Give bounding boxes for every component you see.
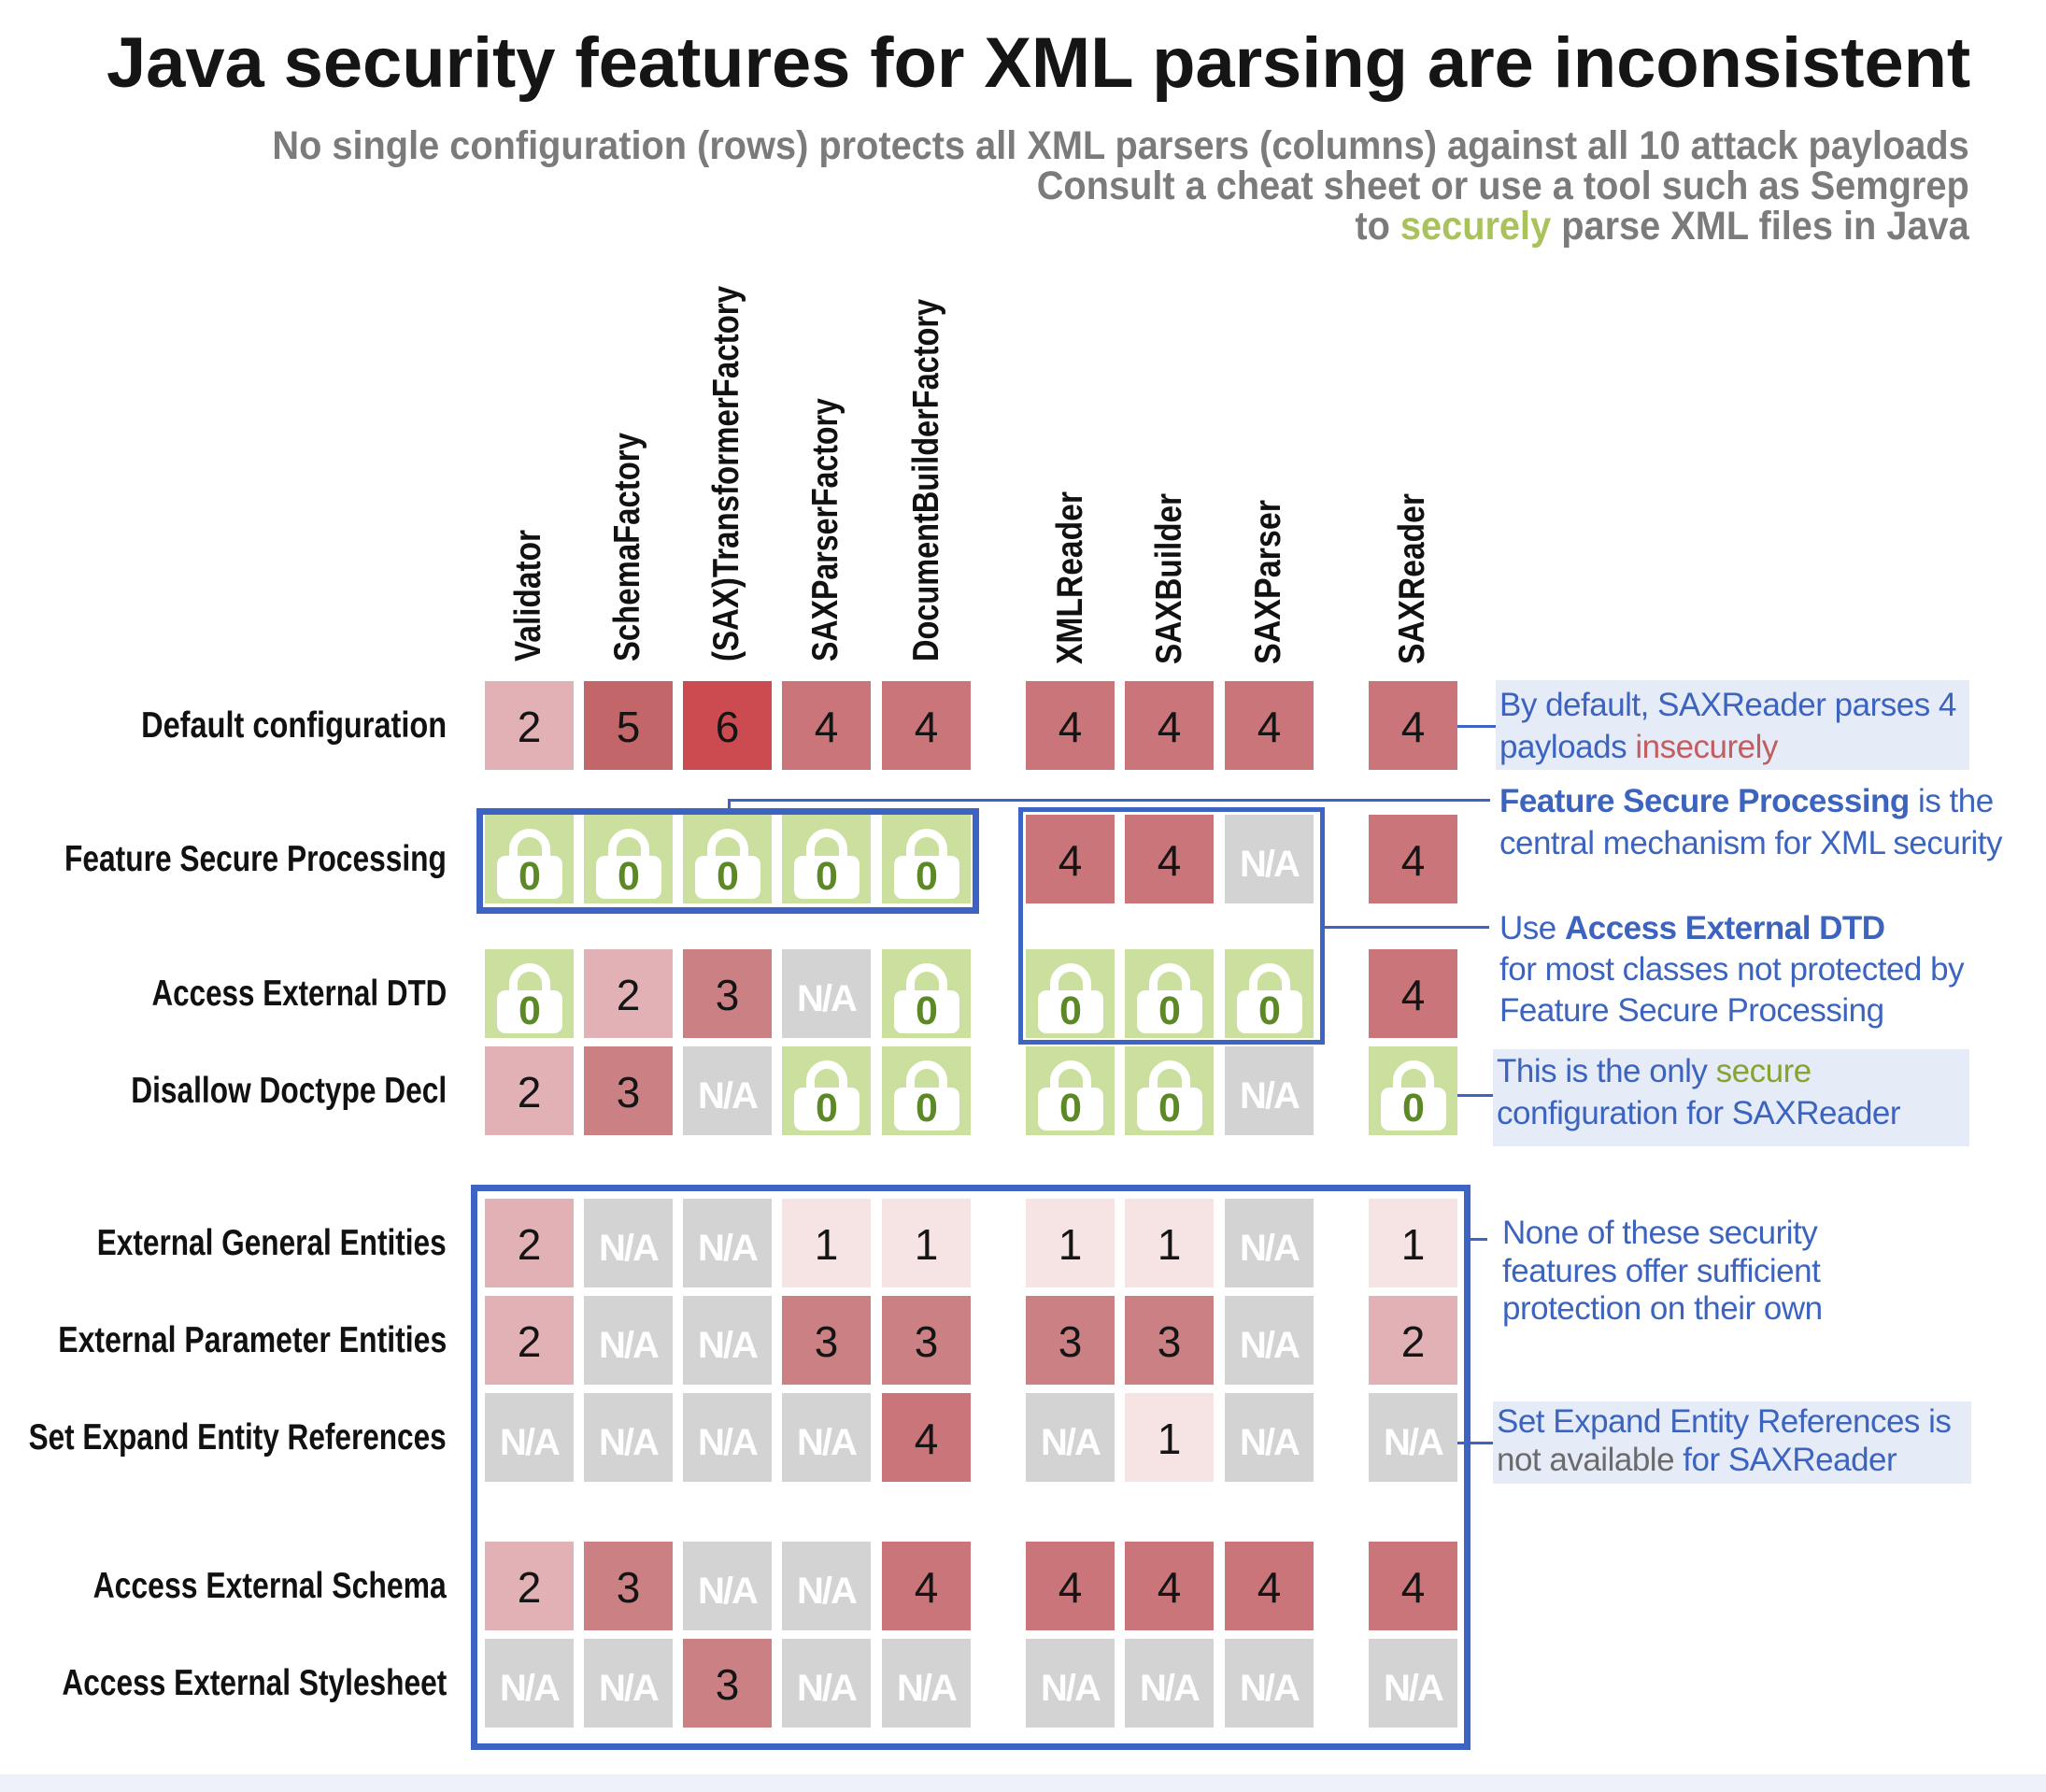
svg-text:0: 0 xyxy=(1158,1086,1181,1131)
svg-text:0: 0 xyxy=(916,854,938,899)
svg-text:0: 0 xyxy=(618,854,640,899)
svg-text:0: 0 xyxy=(816,1086,838,1131)
svg-text:0: 0 xyxy=(1402,1086,1425,1131)
svg-text:0: 0 xyxy=(1059,988,1082,1033)
svg-text:0: 0 xyxy=(1258,988,1281,1033)
svg-text:0: 0 xyxy=(1059,1086,1082,1131)
svg-text:0: 0 xyxy=(717,854,739,899)
svg-text:0: 0 xyxy=(916,1086,938,1131)
svg-text:0: 0 xyxy=(916,988,938,1033)
svg-text:0: 0 xyxy=(519,988,541,1033)
svg-text:0: 0 xyxy=(1158,988,1181,1033)
svg-text:0: 0 xyxy=(816,854,838,899)
svg-text:0: 0 xyxy=(519,854,541,899)
